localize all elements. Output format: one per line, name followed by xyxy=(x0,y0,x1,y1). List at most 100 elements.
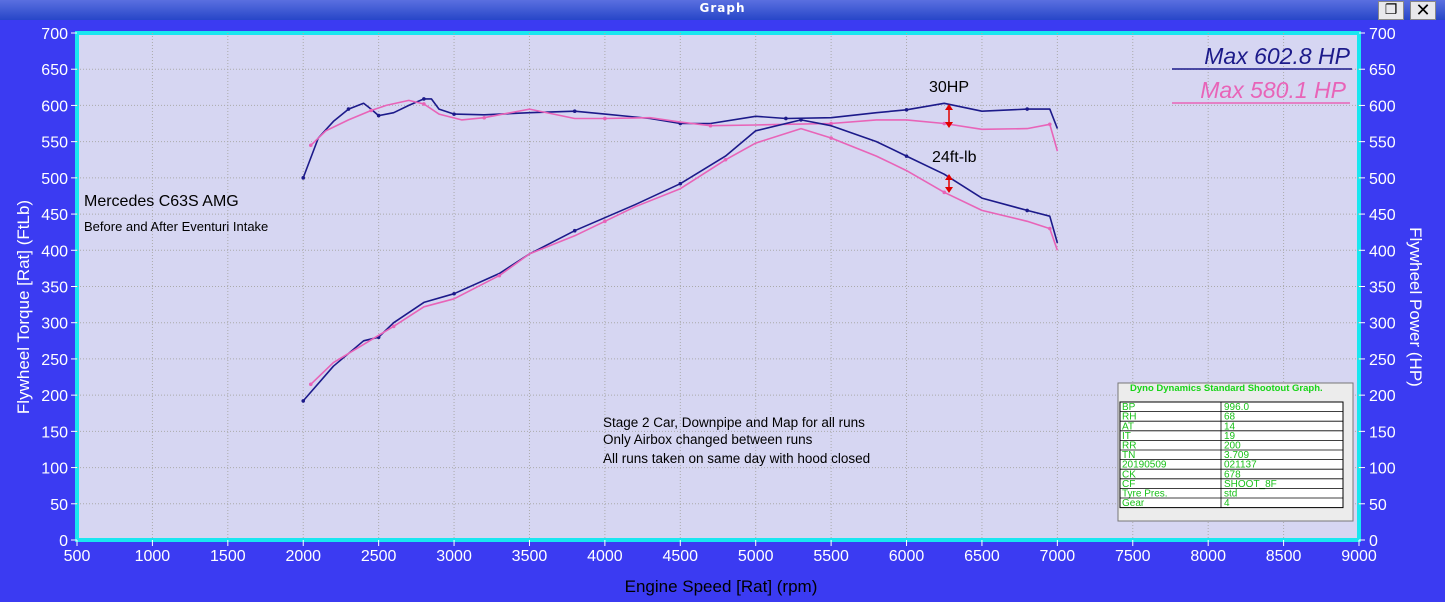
data-point-run1_power xyxy=(301,176,306,180)
y-tick-label-left: 300 xyxy=(41,316,68,333)
close-button[interactable]: ✕ xyxy=(1410,1,1436,20)
y-tick-label-right: 100 xyxy=(1369,461,1396,478)
y-tick-label-left: 550 xyxy=(41,135,68,152)
data-point-run2_power xyxy=(829,121,833,126)
dyno-info-table: Dyno Dynamics Standard Shootout Graph. BP… xyxy=(1117,382,1354,522)
data-point-run1_torque xyxy=(678,181,683,186)
x-axis-label: Engine Speed [Rat] (rpm) xyxy=(625,577,818,596)
data-point-run1_torque xyxy=(301,399,306,403)
info-table-value: 200 xyxy=(1224,441,1241,452)
x-tick-label: 1000 xyxy=(135,548,171,565)
info-table-value: 3.709 xyxy=(1224,450,1249,461)
data-point-run1_torque xyxy=(904,154,909,158)
y-tick-label-left: 0 xyxy=(59,533,68,550)
data-point-run2_torque xyxy=(829,136,833,140)
y-tick-label-left: 50 xyxy=(50,497,68,514)
x-tick-label: 1500 xyxy=(210,548,246,565)
y-tick-label-left: 500 xyxy=(41,171,68,188)
info-table-key: Tyre Pres. xyxy=(1122,489,1168,500)
data-point-run1_torque xyxy=(799,118,803,122)
info-table-key: AT xyxy=(1122,421,1134,432)
info-table-key: 20190509 xyxy=(1122,460,1167,471)
info-table-key: RR xyxy=(1122,441,1136,452)
y-tick-label-right: 500 xyxy=(1369,171,1396,188)
data-point-run2_power xyxy=(1048,122,1052,127)
note-line-3: All runs taken on same day with hood clo… xyxy=(603,451,870,466)
x-tick-label: 9000 xyxy=(1341,548,1377,565)
y-tick-label-right: 700 xyxy=(1369,26,1396,43)
data-point-run2_torque xyxy=(308,382,313,387)
y-tick-label-right: 300 xyxy=(1369,316,1396,333)
x-tick-label: 5000 xyxy=(738,548,774,565)
y-tick-label-right: 600 xyxy=(1369,98,1396,115)
y-tick-label-left: 350 xyxy=(41,280,68,297)
data-point-run1_power xyxy=(572,109,577,114)
data-point-run2_power xyxy=(482,115,487,120)
y-axis-label-right: Flywheel Power (HP) xyxy=(1406,227,1425,387)
data-point-run1_power xyxy=(904,107,909,112)
x-tick-label: 8500 xyxy=(1266,548,1302,565)
x-tick-label: 2000 xyxy=(285,548,321,565)
data-point-run1_torque xyxy=(452,291,456,296)
x-tick-labels: 500 1000 1500 2000 2500 3000 3500 4000 4500 5000 5… xyxy=(64,540,1377,565)
data-point-run1_power xyxy=(452,112,456,116)
series-line-run2_power xyxy=(310,99,1059,152)
y-tick-label-right: 450 xyxy=(1369,207,1396,224)
data-point-run2_power xyxy=(369,108,373,113)
info-table-key: Gear xyxy=(1122,498,1145,509)
series-line-run2_torque xyxy=(310,127,1059,385)
x-tick-label: 3500 xyxy=(512,548,548,565)
info-table-value: SHOOT_8F xyxy=(1224,479,1277,490)
hp-gain-arrow xyxy=(945,104,953,128)
window-title: Graph xyxy=(699,1,746,15)
info-table-value: 14 xyxy=(1224,421,1236,432)
info-table-key: RH xyxy=(1122,412,1136,423)
info-table-key: CF xyxy=(1122,479,1135,490)
data-point-run2_power xyxy=(422,102,426,106)
restore-button[interactable]: ❐ xyxy=(1378,1,1404,20)
data-point-run1_torque xyxy=(572,228,577,233)
y-tick-label-right: 550 xyxy=(1369,135,1396,152)
series-line-run1_power xyxy=(302,98,1059,179)
x-tick-label: 8000 xyxy=(1190,548,1226,565)
data-point-run1_power xyxy=(1025,107,1029,111)
y-tick-label-left: 200 xyxy=(41,388,68,405)
x-tick-label: 5500 xyxy=(813,548,849,565)
legend-max-run2: Max 580.1 HP xyxy=(1200,77,1346,103)
y-tick-label-left: 650 xyxy=(41,62,68,79)
y-tick-label-right: 350 xyxy=(1369,280,1396,297)
info-table-key: IT xyxy=(1122,431,1131,442)
info-table-value: 996.0 xyxy=(1224,402,1249,413)
data-point-run1_power xyxy=(784,116,788,121)
info-table-value: 4 xyxy=(1224,498,1230,509)
x-tick-label: 7500 xyxy=(1115,548,1151,565)
data-point-run2_power xyxy=(603,116,607,121)
data-point-run2_power xyxy=(708,123,713,128)
data-point-run1_power xyxy=(346,107,351,111)
y-tick-label-right: 50 xyxy=(1369,497,1387,514)
hp-gain-label: 30HP xyxy=(929,79,969,96)
y-tick-label-right: 400 xyxy=(1369,243,1396,260)
x-tick-label: 6500 xyxy=(964,548,1000,565)
car-name: Mercedes C63S AMG xyxy=(84,193,239,210)
note-line-2: Only Airbox changed between runs xyxy=(603,432,813,447)
y-tick-label-right: 650 xyxy=(1369,62,1396,79)
x-tick-label: 7000 xyxy=(1040,548,1076,565)
info-table-header: Dyno Dynamics Standard Shootout Graph. xyxy=(1130,383,1323,394)
y-tick-label-left: 100 xyxy=(41,461,68,478)
y-tick-label-right: 150 xyxy=(1369,424,1396,441)
data-point-run2_torque xyxy=(1048,226,1052,231)
dyno-chart: 0501001502002503003504004505005506006507… xyxy=(14,26,1425,596)
y-tick-label-right: 200 xyxy=(1369,388,1396,405)
note-line-1: Stage 2 Car, Downpipe and Map for all ru… xyxy=(603,415,865,430)
y-tick-label-left: 400 xyxy=(41,243,68,260)
right-tick-labels: 0 50 100 150 200 250 300 350 400 450 500 550 600 650 7… xyxy=(1359,26,1396,550)
y-tick-label-right: 250 xyxy=(1369,352,1396,369)
data-point-run2_torque xyxy=(497,273,502,278)
info-table-key: CK xyxy=(1122,469,1136,480)
x-tick-label: 3000 xyxy=(436,548,472,565)
info-table-value: 68 xyxy=(1224,412,1236,423)
x-tick-label: 500 xyxy=(64,548,91,565)
x-tick-label: 4000 xyxy=(587,548,623,565)
